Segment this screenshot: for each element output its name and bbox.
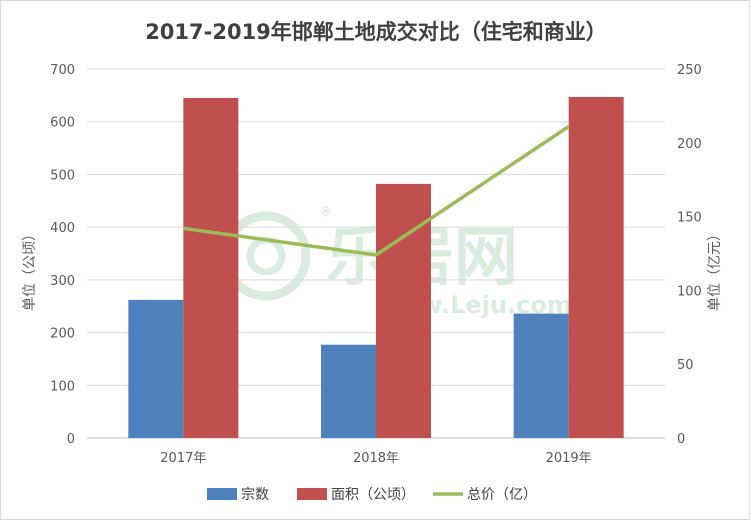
y-tick-label: 500 [50, 168, 75, 183]
y-axis-right-ticks: 0 50 100 150 200 250 [677, 63, 702, 447]
legend: 宗数 面积（公顷） 总价（亿） [207, 487, 537, 503]
bar-area [183, 98, 238, 438]
legend-label: 宗数 [241, 487, 269, 503]
y-tick-label: 700 [50, 63, 75, 78]
y-tick-label: 0 [67, 432, 75, 447]
x-tick-label: 2018年 [353, 451, 399, 466]
y2-tick-label: 100 [677, 284, 702, 299]
legend-swatch [207, 488, 237, 500]
legend-label: 面积（公顷） [331, 487, 415, 503]
y2-tick-label: 200 [677, 137, 702, 152]
y-axis-left-ticks: 0 100 200 300 400 500 600 700 [50, 63, 75, 447]
chart-title: 2017-2019年邯郸土地成交对比（住宅和商业） [145, 20, 607, 44]
y2-tick-label: 0 [677, 432, 685, 447]
bar-count [321, 345, 376, 438]
y-tick-label: 100 [50, 379, 75, 394]
x-axis-ticks: 2017年 2018年 2019年 [160, 451, 591, 466]
legend-label: 总价（亿） [467, 487, 537, 503]
legend-swatch [297, 488, 327, 500]
y2-tick-label: 250 [677, 63, 702, 78]
y-tick-label: 400 [50, 221, 75, 236]
y-tick-label: 200 [50, 327, 75, 342]
y2-tick-label: 150 [677, 211, 702, 226]
watermark-logo-inner-icon [250, 240, 282, 272]
bar-count [128, 300, 183, 438]
y-axis-left-title: 单位（公顷） [22, 227, 38, 311]
bars [128, 97, 623, 438]
x-tick-label: 2019年 [546, 451, 592, 466]
y2-tick-label: 50 [677, 358, 694, 373]
y-tick-label: 300 [50, 274, 75, 289]
y-tick-label: 600 [50, 116, 75, 131]
x-tick-label: 2017年 [160, 451, 206, 466]
bar-count [514, 314, 569, 438]
y-axis-right-title: 单位（亿元） [707, 227, 723, 311]
bar-area [569, 97, 624, 438]
watermark-registered: ® [319, 205, 332, 220]
